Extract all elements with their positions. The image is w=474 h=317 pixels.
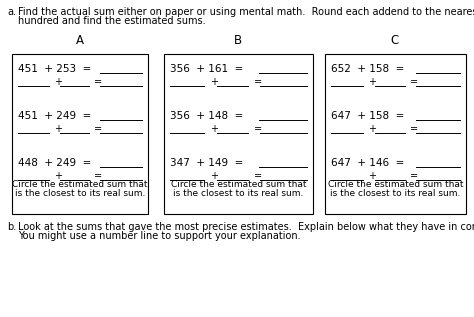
Text: b.: b. [7,222,16,232]
Text: Circle the estimated sum that: Circle the estimated sum that [12,180,148,189]
Text: =: = [254,171,262,181]
Text: 652  + 158  =: 652 + 158 = [331,64,404,74]
Text: 347  + 149  =: 347 + 149 = [170,158,243,168]
Text: Circle the estimated sum that: Circle the estimated sum that [328,180,463,189]
Text: +: + [210,171,218,181]
Text: +: + [368,171,376,181]
Text: B: B [234,34,242,47]
Text: a.: a. [7,7,16,17]
Text: =: = [410,171,418,181]
Text: =: = [410,77,418,87]
Text: +: + [210,77,218,87]
Text: 647  + 146  =: 647 + 146 = [331,158,404,168]
Text: 451  + 253  =: 451 + 253 = [18,64,91,74]
Text: =: = [410,124,418,134]
Text: is the closest to its real sum.: is the closest to its real sum. [330,189,461,198]
Text: =: = [94,77,102,87]
Text: is the closest to its real sum.: is the closest to its real sum. [173,189,304,198]
Text: hundred and find the estimated sums.: hundred and find the estimated sums. [18,16,206,26]
Text: 448  + 249  =: 448 + 249 = [18,158,91,168]
Text: =: = [94,124,102,134]
Text: Look at the sums that gave the most precise estimates.  Explain below what they : Look at the sums that gave the most prec… [18,222,474,232]
Text: 647  + 158  =: 647 + 158 = [331,111,404,121]
Text: +: + [210,124,218,134]
Text: +: + [368,124,376,134]
Text: You might use a number line to support your explanation.: You might use a number line to support y… [18,231,301,241]
Text: =: = [254,77,262,87]
Text: A: A [76,34,84,47]
Text: 356  + 148  =: 356 + 148 = [170,111,243,121]
Text: is the closest to its real sum.: is the closest to its real sum. [15,189,145,198]
Bar [12,54,148,214]
Text: Circle the estimated sum that: Circle the estimated sum that [171,180,306,189]
Text: +: + [54,77,62,87]
Text: =: = [254,124,262,134]
Text: C: C [391,34,399,47]
Text: +: + [54,171,62,181]
Text: =: = [94,171,102,181]
Text: +: + [54,124,62,134]
Bar [164,54,313,214]
Text: +: + [368,77,376,87]
Bar [325,54,466,214]
Text: Find the actual sum either on paper or using mental math.  Round each addend to : Find the actual sum either on paper or u… [18,7,474,17]
Text: 356  + 161  =: 356 + 161 = [170,64,243,74]
Text: 451  + 249  =: 451 + 249 = [18,111,91,121]
